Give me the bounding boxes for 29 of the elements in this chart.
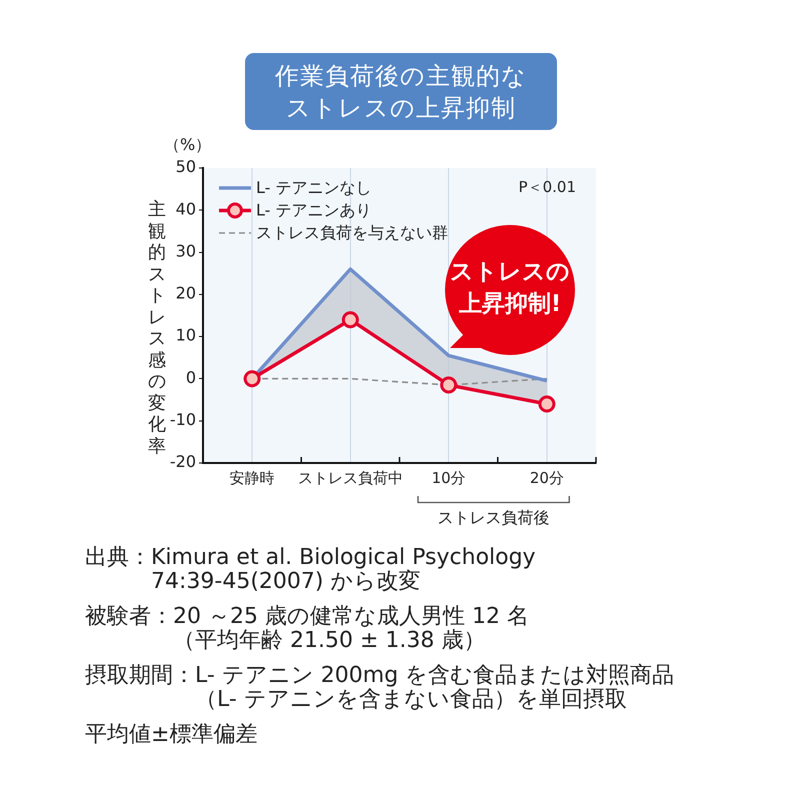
- x-tick-label: ストレス負荷中: [298, 468, 403, 487]
- x-tick-label: 安静時: [230, 468, 275, 487]
- point: [440, 376, 458, 394]
- source-note: 出典：Kimura et al. Biological Psychology 74:39-45(2007) から改変: [85, 545, 537, 594]
- y-tick-label: 40: [176, 199, 196, 218]
- y-tick-label: 30: [176, 241, 196, 260]
- y-tick-label: 50: [176, 157, 196, 176]
- legend-label: ストレス負荷を与えない群: [256, 223, 448, 242]
- point: [538, 396, 556, 412]
- text: 摂取期間：L- テアニン 200mg を含む食品または対照商品（L- テアニンを含まない食品）を単回摂取: [85, 663, 676, 712]
- y-tick-label: 10: [176, 326, 196, 345]
- y-tick-label: 20: [176, 284, 196, 303]
- y-tick-label: -20: [170, 452, 196, 472]
- x-tick-label: 10分: [432, 468, 466, 487]
- legend-label: L- テアニンあり: [256, 200, 372, 220]
- text: 被験者：20 ～25 歳の健常な成人男性 12 名（平均年齢 21.50 ± 1.38 歳）: [85, 604, 530, 653]
- annotation: P＜0.01: [518, 178, 576, 197]
- y-tick-label: -10: [170, 410, 196, 430]
- point: [244, 370, 261, 388]
- x-tick-label: 20分: [530, 468, 564, 487]
- chart-title: 作業負荷後の主観的なストレスの上昇抑制: [274, 60, 528, 124]
- point: [342, 311, 359, 328]
- y-tick-label: 0: [186, 368, 196, 387]
- legend-label: L- テアニンなし: [256, 178, 372, 198]
- annotation: ストレスの上昇抑制!: [450, 258, 570, 319]
- text: 平均値±標準偏差: [85, 722, 258, 747]
- text: （%）: [164, 135, 212, 156]
- text: 主観的ストレス感の変化率: [148, 199, 166, 456]
- text: ストレス負荷後: [437, 508, 550, 529]
